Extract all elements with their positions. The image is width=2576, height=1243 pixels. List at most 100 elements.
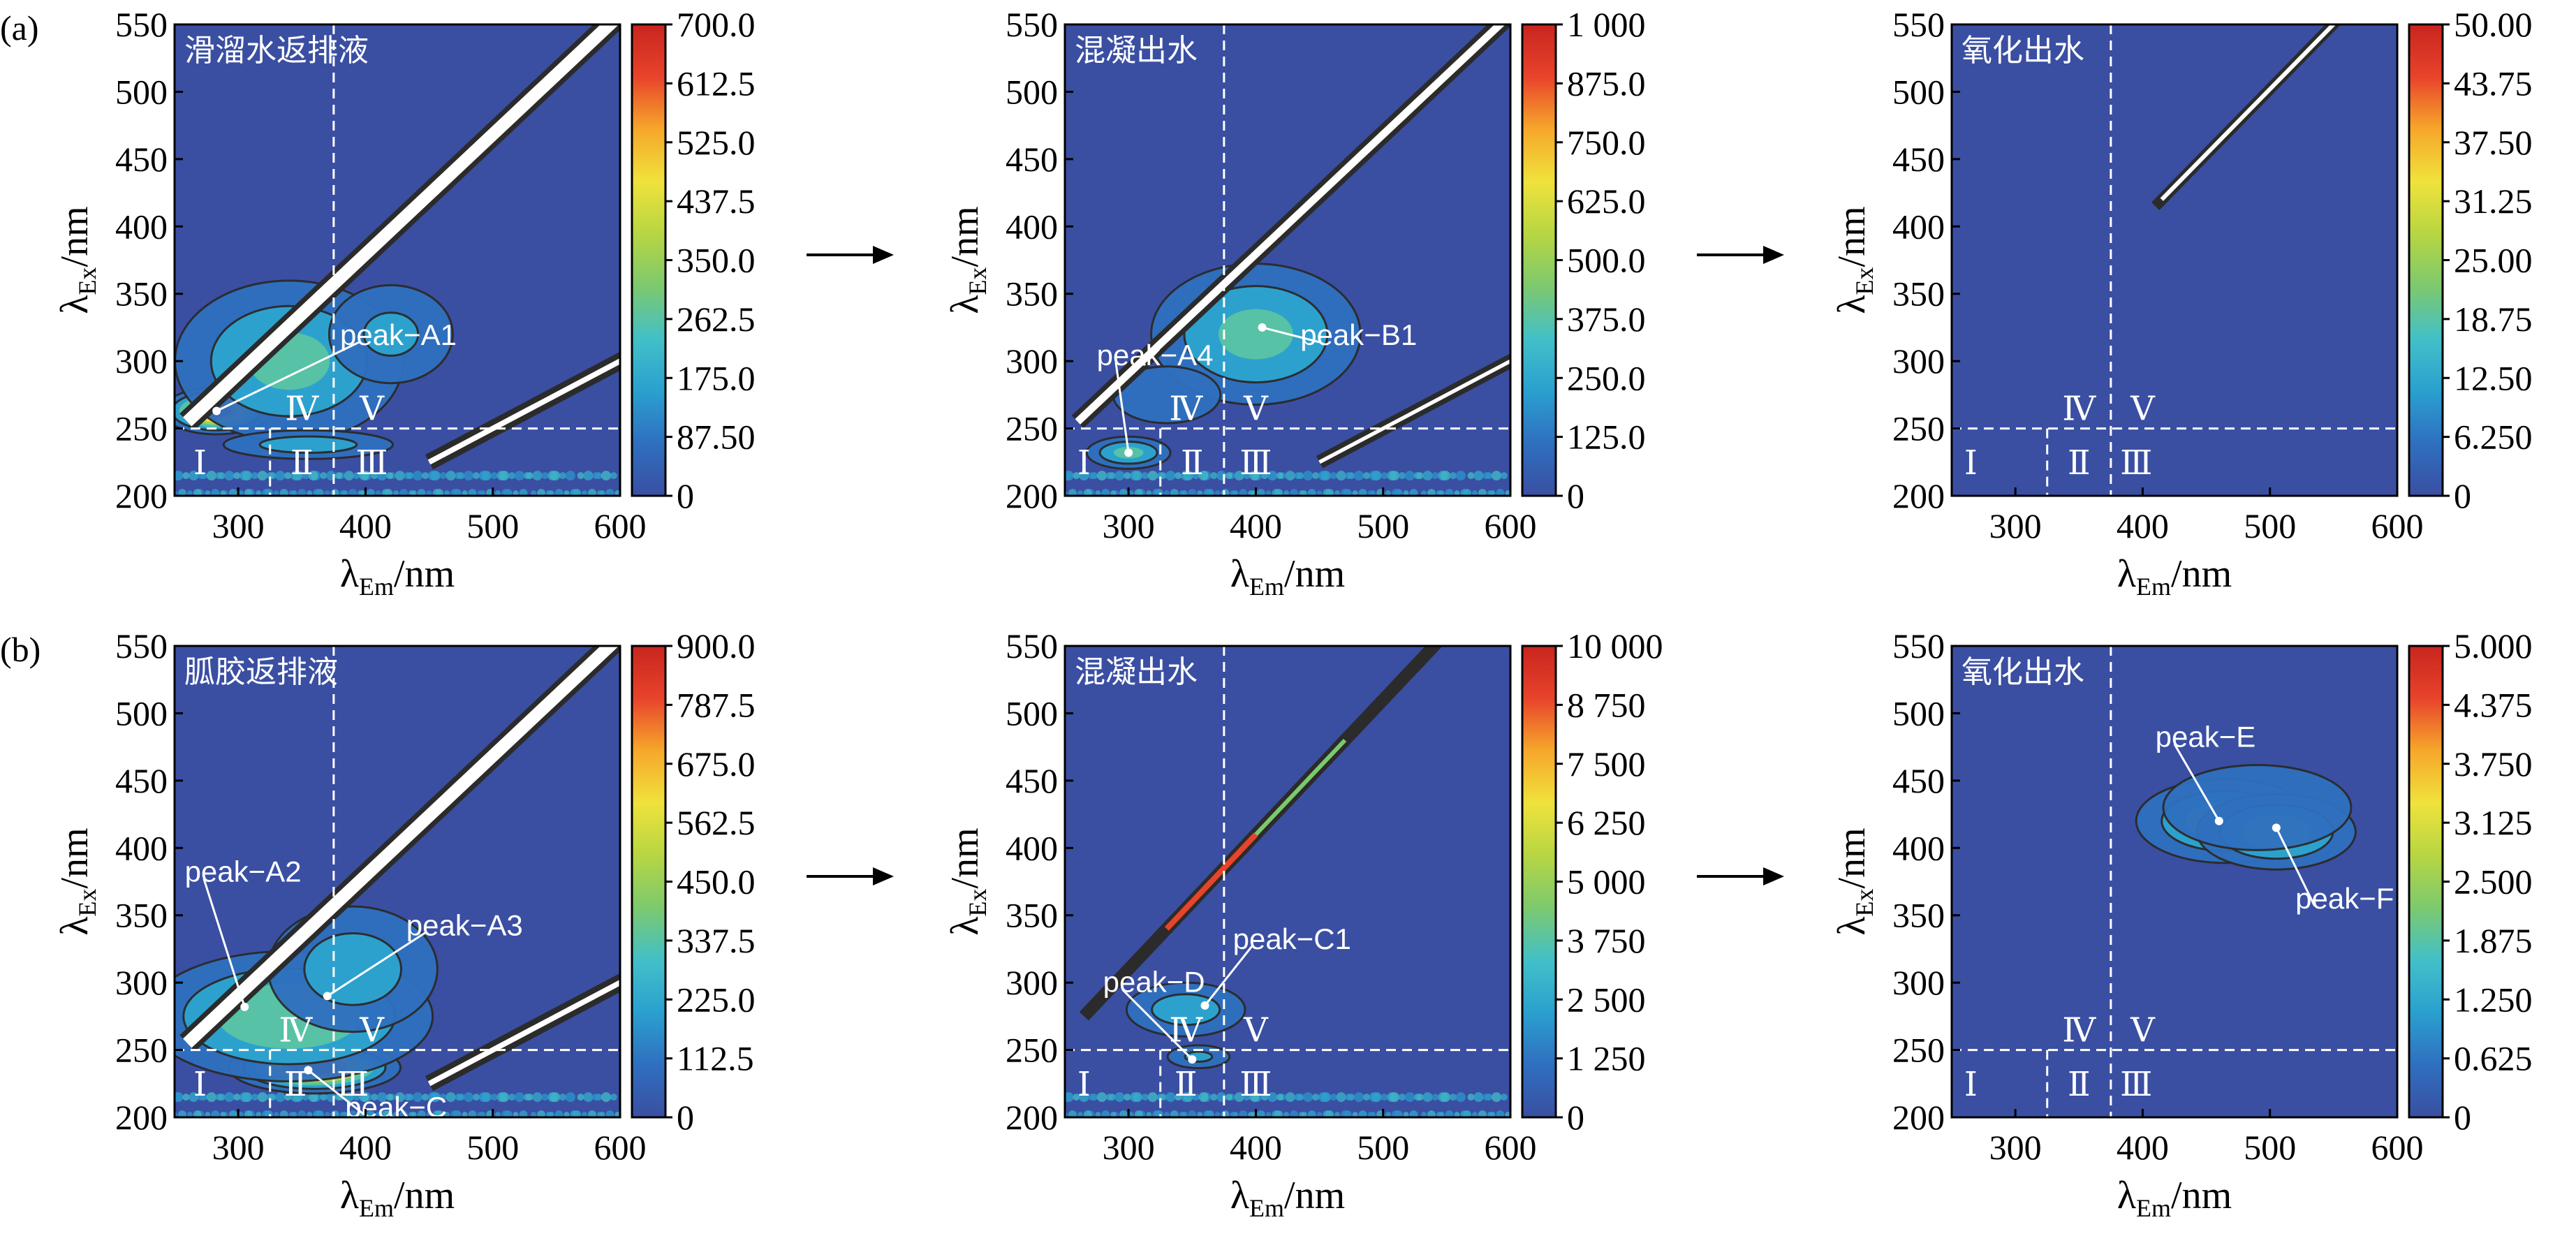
noise-speck [1307, 489, 1316, 496]
colorbar-tick-label: 4.375 [2454, 685, 2533, 724]
y-tick-label: 250 [1892, 409, 1945, 448]
colorbar-tick-label: 562.5 [677, 803, 756, 842]
noise-speck [1283, 490, 1290, 496]
noise-speck [399, 489, 409, 496]
y-tick-label: 550 [1892, 626, 1945, 665]
panel-title: 氧化出水 [1962, 33, 2084, 68]
noise-speck [1454, 1112, 1460, 1117]
panel-title: 混凝出水 [1075, 33, 1198, 68]
region-label: Ⅰ [1964, 445, 1978, 482]
colorbar-tick-label: 437.5 [677, 182, 756, 221]
y-tick-label: 500 [115, 693, 168, 733]
region-label: Ⅰ [1964, 1066, 1978, 1103]
y-tick-label: 200 [115, 1098, 168, 1137]
noise-speck [541, 472, 549, 480]
noise-speck [1175, 1094, 1182, 1101]
noise-speck [399, 1110, 409, 1117]
noise-speck [1460, 489, 1469, 496]
noise-speck [1114, 1092, 1125, 1103]
noise-speck [404, 1094, 411, 1101]
noise-speck [1210, 472, 1218, 480]
noise-speck [462, 1112, 468, 1117]
noise-speck [1134, 1110, 1143, 1117]
colorbar-tick-label: 450.0 [677, 862, 756, 902]
noise-speck [1077, 490, 1083, 496]
peak-label: peak−A1 [340, 318, 457, 351]
region-label: Ⅳ [1169, 1013, 1203, 1050]
noise-speck [375, 490, 381, 496]
peak-leader [2275, 827, 2316, 906]
region-label: Ⅳ [285, 391, 319, 428]
noise-speck [266, 1094, 274, 1101]
noise-speck [1409, 1110, 1418, 1117]
peak-leader [216, 341, 360, 412]
region-label: Ⅴ [1243, 1013, 1269, 1050]
y-tick-label: 550 [115, 626, 168, 665]
noise-speck [1431, 472, 1439, 480]
noise-speck [288, 1112, 295, 1117]
noise-speck [1265, 490, 1272, 496]
region-label: Ⅰ [1077, 1066, 1091, 1103]
y-tick-label: 400 [1006, 207, 1058, 246]
region-label: Ⅴ [1243, 391, 1269, 428]
arrow-a-2 [1697, 246, 1784, 264]
region-label: Ⅳ [1169, 391, 1203, 428]
noise-speck [1449, 1094, 1457, 1101]
noise-speck [1203, 1110, 1212, 1117]
region-label: Ⅴ [359, 1013, 385, 1050]
noise-speck [432, 489, 441, 496]
y-tick-label: 550 [1892, 5, 1945, 44]
noise-speck [554, 1110, 564, 1117]
noise-speck [266, 472, 274, 480]
x-tick-label: 300 [1103, 1128, 1155, 1167]
peak-leader [307, 1069, 365, 1116]
noise-speck [1422, 471, 1433, 481]
noise-speck [1381, 472, 1388, 480]
noise-speck [1134, 489, 1143, 496]
noise-speck [257, 471, 267, 481]
noise-speck [1385, 1112, 1392, 1117]
noise-speck [395, 471, 405, 481]
y-tick-label: 200 [1006, 476, 1058, 515]
y-tick-label: 450 [1006, 761, 1058, 800]
noise-speck [1318, 1092, 1329, 1103]
noise-speck [559, 472, 566, 480]
peak-marker [304, 1066, 313, 1075]
noise-speck [1124, 472, 1131, 480]
colorbar-tick-label: 1 250 [1567, 1039, 1646, 1078]
noise-speck [1354, 1092, 1364, 1103]
colorbar-tick-label: 1.875 [2454, 921, 2533, 960]
noise-speck [1119, 489, 1128, 496]
y-axis-label: λEx/nm [1830, 828, 1878, 935]
y-tick-label: 300 [115, 341, 168, 381]
noise-speck [519, 489, 528, 496]
noise-speck [1467, 1094, 1475, 1101]
colorbar-tick-label: 375.0 [1567, 300, 1646, 339]
x-tick-label: 600 [2371, 506, 2424, 545]
noise-speck [1248, 490, 1254, 496]
noise-speck [450, 1110, 459, 1117]
noise-speck [455, 1094, 462, 1101]
y-tick-label: 250 [1006, 1031, 1058, 1070]
noise-speck [211, 1110, 220, 1117]
noise-speck [1276, 472, 1284, 480]
plot-frame [1950, 645, 2399, 1119]
noise-speck [358, 490, 364, 496]
x-tick-label: 600 [1485, 1128, 1537, 1167]
noise-speck [545, 1112, 552, 1117]
noise-speck [353, 1094, 360, 1101]
panel-title: 混凝出水 [1075, 654, 1198, 690]
scatter-band [1318, 359, 1510, 464]
noise-speck [531, 490, 537, 496]
fluorescence-contour [258, 435, 358, 454]
scatter-band-warm [1254, 738, 1347, 837]
noise-speck [359, 1092, 369, 1103]
noise-speck [1130, 1092, 1140, 1103]
fluorescence-contour [2162, 763, 2353, 851]
y-tick-label: 200 [1892, 476, 1945, 515]
noise-speck [256, 490, 262, 496]
noise-speck [1413, 1094, 1421, 1101]
noise-speck [1083, 1110, 1092, 1117]
